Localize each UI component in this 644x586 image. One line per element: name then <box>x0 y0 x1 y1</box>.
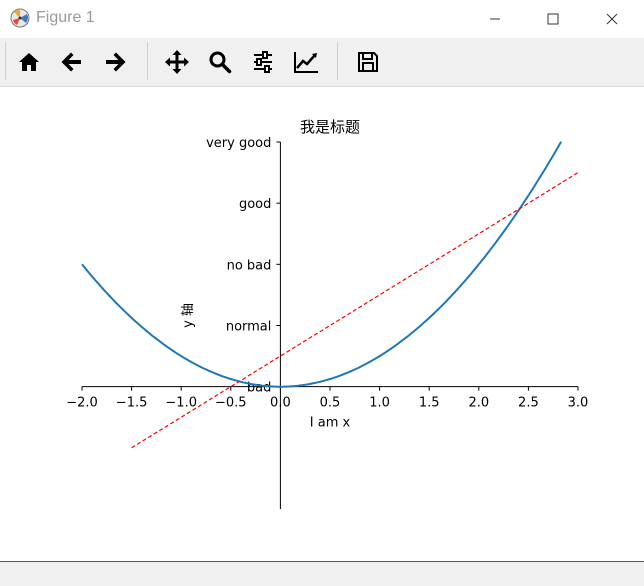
x-tick-label: −1.5 <box>116 396 148 411</box>
x-axis-ticks: −2.0 −1.5 −1.0 −0.5 0.0 0.5 1.0 1.5 2.0 2.5 3.0 <box>66 386 589 411</box>
chart: 我是标题 −2.0 −1.5 −1.0 −0.5 0.0 0.5 1.0 1.5 2.0 2.5 3… <box>66 118 589 509</box>
y-tick-label: good <box>239 197 271 212</box>
home-button[interactable] <box>13 46 45 78</box>
home-icon <box>19 53 39 71</box>
navigation-toolbar <box>0 38 644 87</box>
window-title: Figure 1 <box>36 9 95 26</box>
floppy-disk-icon <box>358 52 378 72</box>
x-tick-label: 0.0 <box>270 396 291 411</box>
figure-canvas[interactable]: 我是标题 −2.0 −1.5 −1.0 −0.5 0.0 0.5 1.0 1.5 2.0 2.5 3… <box>0 87 644 561</box>
axis-spines <box>82 142 578 509</box>
series-line-linear <box>131 172 579 449</box>
toolbar-grip <box>5 42 6 80</box>
sliders-icon <box>254 51 272 73</box>
y-axis-label: y 轴 <box>181 303 196 328</box>
toolbar-separator <box>337 42 338 80</box>
y-tick-label: normal <box>226 320 272 335</box>
y-tick-label: no bad <box>227 258 272 273</box>
save-button[interactable] <box>352 46 384 78</box>
x-tick-label: −0.5 <box>215 396 247 411</box>
move-icon <box>165 50 189 74</box>
forward-button[interactable] <box>99 46 131 78</box>
x-axis-label: I am x <box>310 416 351 431</box>
toolbar-separator <box>147 42 148 80</box>
configure-subplots-button[interactable] <box>247 46 279 78</box>
arrow-left-icon <box>61 52 81 72</box>
x-tick-label: 3.0 <box>568 396 589 411</box>
series-group <box>81 141 579 449</box>
x-tick-label: 2.5 <box>518 396 539 411</box>
x-tick-label: 0.5 <box>320 396 341 411</box>
x-tick-label: 1.5 <box>419 396 440 411</box>
series-line-curve <box>81 141 562 388</box>
arrow-right-icon <box>106 52 126 72</box>
maximize-icon <box>547 13 559 25</box>
back-button[interactable] <box>56 46 88 78</box>
y-tick-label: very good <box>206 136 271 151</box>
x-tick-label: 2.0 <box>468 396 489 411</box>
minimize-icon <box>490 18 500 20</box>
x-tick-label: 1.0 <box>369 396 390 411</box>
zoom-button[interactable] <box>204 46 236 78</box>
edit-axes-button[interactable] <box>290 46 322 78</box>
chart-title: 我是标题 <box>300 118 360 136</box>
close-button[interactable] <box>589 0 635 38</box>
x-tick-label: −2.0 <box>66 396 98 411</box>
maximize-button[interactable] <box>530 0 576 38</box>
line-chart-icon <box>294 52 318 73</box>
matplotlib-logo-icon <box>10 8 30 28</box>
status-bar <box>0 561 644 586</box>
x-tick-label: −1.0 <box>165 396 197 411</box>
magnifier-icon <box>209 51 232 74</box>
close-icon <box>606 13 618 25</box>
title-bar: Figure 1 <box>0 0 644 38</box>
minimize-button[interactable] <box>472 0 518 38</box>
pan-button[interactable] <box>161 46 193 78</box>
